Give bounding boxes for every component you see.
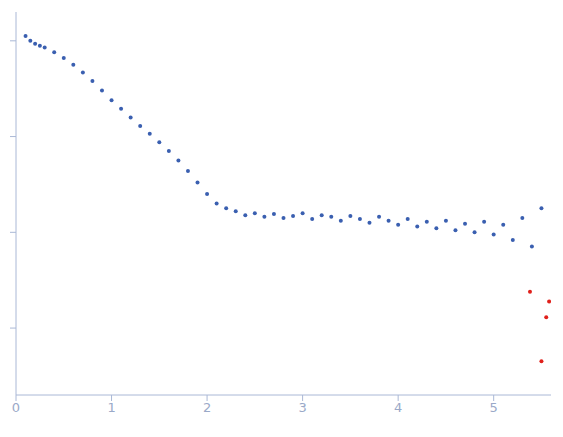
svg-text:1: 1 [107, 400, 115, 415]
svg-text:0: 0 [12, 400, 20, 415]
svg-text:2: 2 [203, 400, 211, 415]
svg-text:3: 3 [298, 400, 306, 415]
svg-text:5: 5 [490, 400, 498, 415]
svg-text:4: 4 [394, 400, 402, 415]
